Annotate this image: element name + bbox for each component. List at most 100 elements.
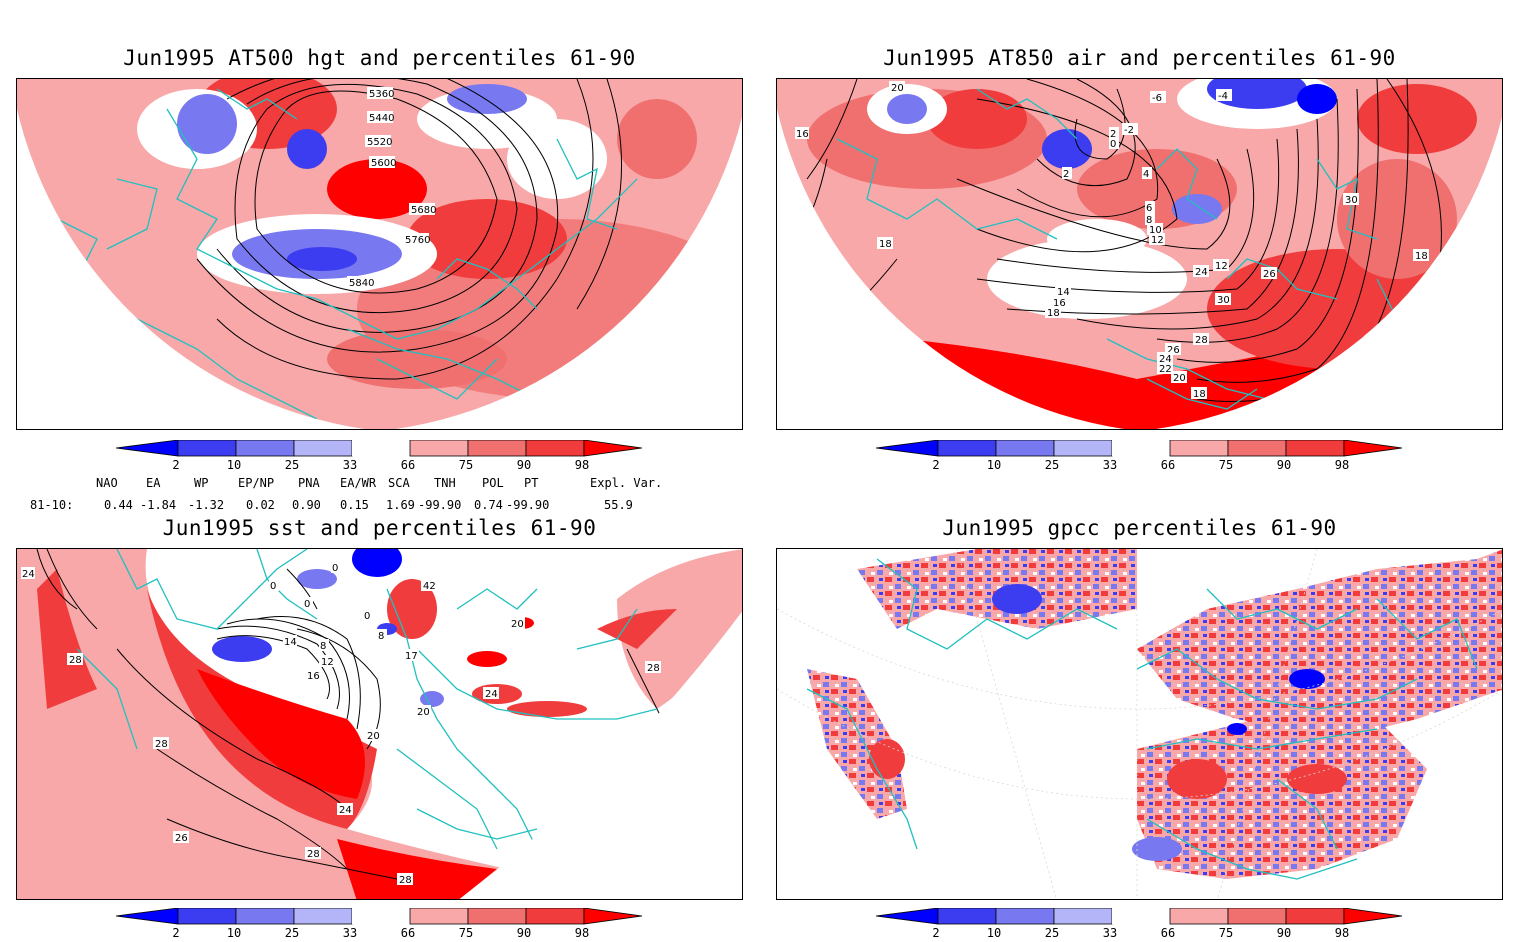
index-value-pna: 0.90 (292, 498, 321, 512)
contour-label: 24 (1157, 352, 1173, 365)
contour-label: 17 (403, 649, 419, 662)
contour-label: 24 (337, 803, 353, 816)
svg-text:24: 24 (339, 805, 352, 816)
svg-text:12: 12 (321, 657, 334, 668)
contour-label: 5440 (367, 111, 394, 124)
index-value-pol: 0.74 (474, 498, 503, 512)
index-header-pna: PNA (298, 476, 320, 490)
colorbar-label: 33 (342, 458, 358, 472)
index-value-wp: -1.32 (188, 498, 225, 512)
contour-label: 18 (1413, 249, 1429, 262)
contour-label: 28 (305, 847, 321, 860)
colorbar-label: 66 (400, 926, 416, 940)
svg-text:18: 18 (1193, 389, 1206, 400)
svg-text:42: 42 (423, 581, 436, 592)
contour-label: 22 (1157, 362, 1173, 375)
contour-label: 28 (153, 737, 169, 750)
svg-text:12: 12 (1215, 261, 1228, 272)
svg-text:12: 12 (1151, 235, 1164, 246)
contour-label: 6 (1145, 201, 1155, 214)
colorbar-label: 33 (342, 926, 358, 940)
contour-label: 16 (1051, 296, 1067, 309)
svg-text:28: 28 (399, 875, 412, 886)
panel-title-air850: Jun1995 AT850 air and percentiles 61-90 (883, 46, 1396, 70)
colorbar-gpcc: 2 10 25 33 66 75 90 98 (874, 908, 1404, 942)
colorbar-label: 75 (458, 458, 474, 472)
colorbar-label: 75 (458, 926, 474, 940)
contour-label: 12 (319, 655, 335, 668)
svg-text:30: 30 (1217, 295, 1230, 306)
svg-text:-4: -4 (1218, 91, 1228, 102)
svg-text:26: 26 (1167, 345, 1180, 356)
colorbar-label: 25 (1044, 458, 1060, 472)
svg-text:5840: 5840 (349, 278, 374, 289)
svg-text:-2: -2 (1124, 125, 1134, 136)
colorbar-label: 98 (1334, 458, 1350, 472)
contour-label: 5840 (347, 276, 374, 289)
contour-label: 5360 (367, 87, 394, 100)
colorbar-label: 2 (932, 926, 940, 940)
contour-label: 8 (1145, 213, 1155, 226)
svg-text:2: 2 (1063, 169, 1069, 180)
colorbar-label: 25 (1044, 926, 1060, 940)
index-header-epnp: EP/NP (238, 476, 275, 490)
index-row-label: 81-10: (30, 498, 74, 512)
colorbar-label: 90 (1276, 926, 1292, 940)
svg-text:20: 20 (511, 619, 524, 630)
svg-text:4: 4 (1143, 169, 1149, 180)
svg-text:28: 28 (1195, 335, 1208, 346)
svg-text:0: 0 (304, 599, 310, 610)
contour-label: 30 (1215, 293, 1231, 306)
svg-text:24: 24 (485, 689, 498, 700)
svg-text:26: 26 (175, 833, 188, 844)
svg-text:5360: 5360 (369, 89, 394, 100)
index-header-ea: EA (146, 476, 161, 490)
map-panel-sst: 24 28 0 0 0 0 42 14 8 8 12 16 20 20 24 2… (16, 548, 743, 900)
contour-label: 18 (1191, 387, 1207, 400)
contour-label: 0 (363, 609, 373, 622)
contour-label: 5760 (403, 233, 430, 246)
contour-label: 28 (645, 661, 661, 674)
contour-label: -4 (1216, 89, 1232, 102)
colorbar-label: 90 (516, 458, 532, 472)
map-panel-air850: 20 -6 -4 16 2 -2 0 2 4 6 8 10 12 12 14 1… (776, 78, 1503, 430)
panel-title-gpcc: Jun1995 gpcc percentiles 61-90 (942, 516, 1337, 540)
contour-label: 5680 (409, 203, 436, 216)
contour-label: 16 (795, 127, 809, 140)
index-header-pt: PT (524, 476, 539, 490)
index-header-nao: NAO (96, 476, 118, 490)
colorbar-label: 2 (932, 458, 940, 472)
contour-label: 26 (1261, 267, 1277, 280)
contour-label: 42 (421, 579, 437, 592)
svg-text:8: 8 (1146, 215, 1152, 226)
svg-text:20: 20 (891, 83, 904, 94)
svg-text:5680: 5680 (411, 205, 436, 216)
svg-text:28: 28 (307, 849, 320, 860)
contour-label: 20 (889, 81, 905, 94)
svg-text:20: 20 (1173, 373, 1186, 384)
index-value-explvar: 55.9 (604, 498, 633, 512)
contour-label: 24 (483, 687, 499, 700)
contour-label: 24 (1193, 265, 1209, 278)
svg-text:18: 18 (1047, 308, 1060, 319)
svg-text:28: 28 (69, 655, 82, 666)
svg-text:0: 0 (270, 581, 276, 592)
svg-text:-6: -6 (1152, 93, 1162, 104)
svg-text:8: 8 (320, 641, 326, 652)
contour-label: 5520 (365, 135, 392, 148)
colorbar-label: 90 (1276, 458, 1292, 472)
colorbar-label: 66 (1160, 458, 1176, 472)
svg-text:16: 16 (1053, 298, 1066, 309)
index-header-sca: SCA (388, 476, 410, 490)
svg-text:5760: 5760 (405, 235, 430, 246)
svg-text:14: 14 (284, 637, 297, 648)
colorbar-label: 98 (1334, 926, 1350, 940)
contour-label: 24 (21, 567, 35, 580)
svg-text:24: 24 (22, 569, 35, 580)
index-value-ea: -1.84 (140, 498, 177, 512)
index-header-explvar: Expl. Var. (590, 476, 663, 490)
contour-label: 0 (269, 579, 279, 592)
index-header-pol: POL (482, 476, 504, 490)
colorbar-label: 90 (516, 926, 532, 940)
index-header-wp: WP (194, 476, 209, 490)
